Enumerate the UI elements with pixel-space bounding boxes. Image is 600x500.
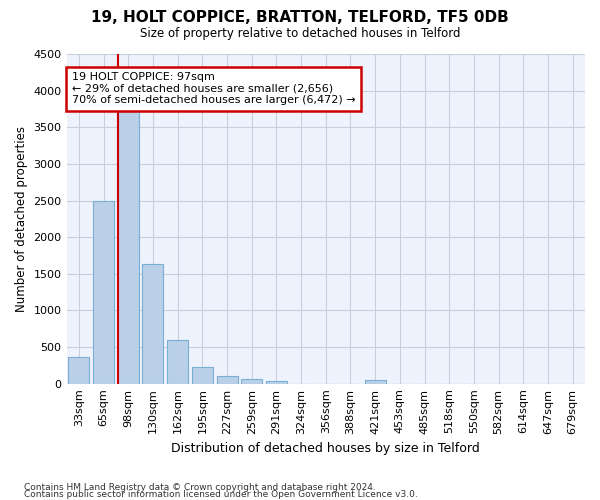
Bar (68, 356, 89, 384)
Bar (192, 367, 213, 384)
Text: 19, HOLT COPPICE, BRATTON, TELFORD, TF5 0DB: 19, HOLT COPPICE, BRATTON, TELFORD, TF5 … (91, 10, 509, 25)
Bar (142, 264, 163, 384)
Text: Size of property relative to detached houses in Telford: Size of property relative to detached ho… (140, 28, 460, 40)
Bar (217, 376, 238, 384)
Text: Contains public sector information licensed under the Open Government Licence v3: Contains public sector information licen… (24, 490, 418, 499)
Bar (93, 200, 114, 384)
X-axis label: Distribution of detached houses by size in Telford: Distribution of detached houses by size … (172, 442, 480, 455)
Text: Contains HM Land Registry data © Crown copyright and database right 2024.: Contains HM Land Registry data © Crown c… (24, 484, 376, 492)
Y-axis label: Number of detached properties: Number of detached properties (15, 126, 28, 312)
Bar (118, 109, 139, 384)
Bar (241, 380, 262, 384)
Bar (167, 340, 188, 384)
Bar (266, 381, 287, 384)
Text: 19 HOLT COPPICE: 97sqm
← 29% of detached houses are smaller (2,656)
70% of semi-: 19 HOLT COPPICE: 97sqm ← 29% of detached… (72, 72, 355, 106)
Bar (365, 380, 386, 384)
